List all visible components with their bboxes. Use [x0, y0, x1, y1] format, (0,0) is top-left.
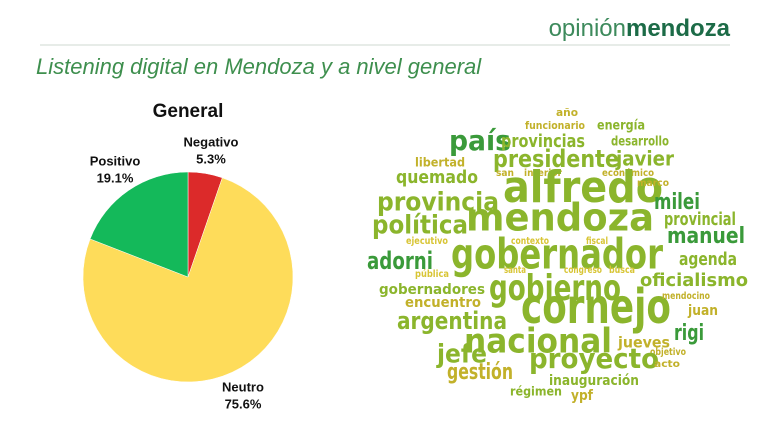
- cloud-word: nacional: [464, 322, 612, 362]
- cloud-word: política: [372, 211, 468, 241]
- cloud-word: gobernador: [451, 230, 663, 279]
- cloud-word: proyecto: [529, 342, 659, 375]
- cloud-word: milei: [654, 190, 700, 215]
- brand-bold: mendoza: [626, 15, 731, 42]
- cloud-word: interior: [524, 168, 562, 179]
- cloud-word: jefe: [436, 340, 487, 370]
- slice-category-label: Negativo: [184, 134, 239, 149]
- cloud-word: económico: [602, 167, 654, 179]
- cloud-word: año: [556, 106, 578, 119]
- cloud-word: juan: [687, 303, 718, 319]
- cloud-word: encuentro: [405, 295, 481, 311]
- cloud-word: agenda: [679, 249, 737, 270]
- cloud-word: busca: [609, 265, 635, 276]
- cloud-word: marco: [637, 178, 669, 189]
- cloud-word: provincias: [501, 131, 585, 152]
- cloud-word: congreso: [564, 265, 602, 276]
- cloud-word: fiscal: [586, 236, 608, 247]
- cloud-word: objetivo: [650, 347, 686, 358]
- brand-light: opinión: [549, 15, 626, 42]
- cloud-word: gobierno: [489, 268, 621, 309]
- cloud-word: javier: [615, 147, 674, 171]
- slice-value-label: 19.1%: [97, 170, 134, 185]
- cloud-word: santa: [504, 265, 526, 276]
- slice-value-label: 5.3%: [196, 151, 226, 166]
- cloud-word: ejecutivo: [406, 236, 448, 247]
- cloud-word: país: [449, 124, 511, 157]
- cloud-word: desarrollo: [611, 135, 669, 150]
- cloud-word: régimen: [510, 385, 562, 399]
- cloud-word: alfredo: [503, 162, 663, 213]
- slice-value-label: 75.6%: [225, 396, 262, 411]
- cloud-word: pública: [415, 268, 449, 280]
- cloud-word: quemado: [396, 167, 478, 188]
- chart-title: General: [153, 101, 224, 122]
- cloud-word: san: [496, 168, 514, 179]
- cloud-word: funcionario: [525, 119, 585, 132]
- cloud-word: provincial: [664, 209, 736, 230]
- cloud-word: provincia: [377, 188, 499, 218]
- cloud-word: acto: [654, 359, 680, 370]
- cloud-word: adorni: [367, 247, 433, 275]
- cloud-word: contexto: [511, 236, 549, 247]
- cloud-word: cornejo: [521, 279, 671, 335]
- brand: opiniónmendoza: [549, 15, 731, 42]
- slice-category-label: Neutro: [222, 379, 264, 394]
- cloud-word: oficialismo: [640, 270, 748, 291]
- cloud-word: gestión: [447, 360, 513, 385]
- pie-slice: [82, 177, 294, 383]
- slice-category-label: Positivo: [90, 153, 141, 168]
- cloud-word: ypf: [571, 388, 594, 404]
- cloud-word: mendocino: [662, 291, 710, 302]
- cloud-word: argentina: [397, 307, 507, 335]
- slide-title: Listening digital en Mendoza y a nivel g…: [36, 54, 482, 79]
- cloud-word: rigi: [674, 321, 704, 346]
- cloud-word: jueves: [617, 334, 670, 352]
- pie-slice: [89, 171, 189, 278]
- cloud-word: energía: [597, 119, 645, 134]
- cloud-word: gobernadores: [379, 282, 485, 298]
- cloud-word: mendoza: [466, 196, 654, 240]
- cloud-word: libertad: [415, 156, 465, 170]
- pie: Negativo 5.3% Neutro 75.6% Positivo 19.1%: [82, 134, 294, 411]
- cloud-word: presidente: [493, 145, 619, 173]
- cloud-word: manuel: [667, 224, 745, 249]
- cloud-word: inauguración: [549, 373, 639, 389]
